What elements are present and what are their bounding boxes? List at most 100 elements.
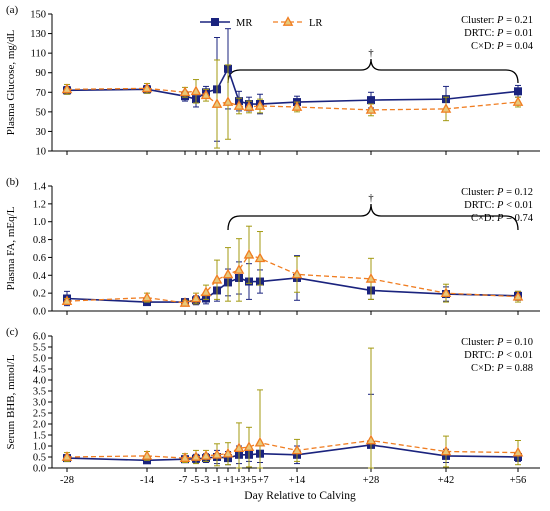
stat-line: Cluster: P = 0.21	[461, 15, 533, 26]
data-point	[291, 268, 303, 279]
data-point	[440, 103, 452, 113]
legend-label: MR	[236, 18, 252, 29]
series-MR	[63, 28, 522, 142]
panel-b: 0.0 0.2 0.4 0.6 0.8 1.0 1.2 1.4 Plasma FA, mEq/L…	[5, 176, 540, 318]
x-tick-label: +42	[438, 475, 454, 486]
y-tick-label: 10	[36, 147, 47, 158]
data-point	[365, 104, 377, 114]
x-tick-label: +14	[289, 475, 306, 486]
data-point	[243, 441, 255, 451]
stat-line: DRTC: P = 0.01	[464, 28, 533, 39]
legend-marker	[211, 18, 219, 26]
data-point	[141, 82, 153, 93]
data-point	[179, 452, 191, 462]
stat-line: C×D: P = 0.88	[471, 363, 533, 374]
legend-label: LR	[309, 18, 322, 29]
y-tick-label: 0.2	[33, 289, 46, 300]
series-line	[66, 66, 519, 105]
dagger-symbol: †	[368, 193, 373, 204]
x-tick-label: -7	[179, 475, 188, 486]
y-tick-label: 4.5	[33, 365, 46, 376]
data-point	[440, 287, 452, 297]
data-point	[233, 100, 245, 110]
y-axis-label: Plasma FA, mEq/L	[5, 206, 17, 290]
data-point	[141, 450, 153, 460]
y-tick-label: 0.6	[33, 253, 46, 264]
series-line	[66, 444, 519, 462]
y-tick-label: 4.0	[33, 376, 46, 387]
y-tick-label: 1.4	[33, 182, 47, 193]
y-tick-label: 70	[36, 88, 47, 99]
x-tick-label: -3	[201, 475, 210, 486]
series-LR	[61, 347, 524, 469]
data-point	[243, 248, 255, 259]
data-point	[61, 83, 73, 94]
x-tick-label: +3	[234, 475, 245, 486]
data-point	[254, 436, 266, 447]
data-point	[61, 295, 73, 306]
x-tick-label: +28	[363, 475, 379, 486]
y-tick-label: 2.0	[33, 420, 46, 431]
data-point	[211, 98, 223, 108]
dagger-symbol: †	[368, 48, 373, 59]
stat-line: DRTC: P < 0.01	[464, 350, 533, 361]
significance-brace	[227, 58, 519, 84]
y-axis-label: Plasma Glucose, mg/dL	[5, 30, 17, 136]
stat-line: Cluster: P = 0.10	[461, 337, 533, 348]
data-point	[141, 291, 153, 302]
data-point	[254, 252, 266, 263]
data-point	[222, 447, 234, 458]
y-tick-label: 0.0	[33, 307, 46, 318]
data-point	[222, 96, 234, 106]
data-point	[190, 451, 202, 461]
y-tick-label: 1.2	[33, 199, 46, 210]
x-tick-label: +5	[245, 475, 256, 486]
legend-marker	[282, 16, 294, 26]
data-point	[512, 96, 524, 106]
panel-label: (c)	[6, 326, 19, 338]
data-point	[190, 85, 202, 96]
legend: MR LR	[200, 16, 322, 29]
x-tick-label: -5	[191, 475, 200, 486]
data-point	[211, 448, 223, 459]
significance-brace	[227, 203, 519, 231]
data-point	[365, 434, 377, 445]
panel-a: 10 30 50 70 90 110 130 150 Plasma Glucose, mg/dL…	[5, 4, 540, 158]
data-point	[291, 101, 303, 111]
panel-label: (b)	[6, 176, 19, 188]
x-tick-label: -28	[60, 475, 74, 486]
y-tick-label: 0.5	[33, 453, 46, 464]
y-tick-label: 150	[30, 10, 46, 21]
data-point	[514, 87, 522, 96]
y-tick-label: 3.0	[33, 398, 46, 409]
data-point	[291, 444, 303, 455]
data-point	[179, 297, 191, 307]
data-point	[367, 96, 375, 105]
data-point	[179, 86, 191, 97]
x-tick-label: -1	[213, 475, 222, 486]
x-tick-label: -14	[140, 475, 155, 486]
stat-line: Cluster: P = 0.12	[461, 187, 533, 198]
data-point	[233, 442, 245, 453]
y-tick-label: 110	[31, 49, 46, 60]
y-tick-label: 130	[30, 29, 46, 40]
data-point	[211, 273, 223, 284]
panel-c: 0.00.51.01.52.02.53.03.54.04.55.05.56.0 -…	[5, 326, 540, 486]
data-point	[200, 286, 212, 297]
x-tick-label: +1	[223, 475, 234, 486]
x-tick-label: +7	[257, 475, 268, 486]
y-tick-label: 50	[36, 107, 47, 118]
data-point	[243, 101, 255, 111]
data-point	[190, 292, 202, 303]
y-tick-label: 0.0	[33, 464, 46, 475]
y-tick-label: 6.0	[33, 332, 46, 343]
data-point	[200, 89, 212, 100]
y-tick-label: 1.0	[33, 442, 46, 453]
data-point	[200, 450, 212, 460]
y-tick-label: 90	[36, 68, 47, 79]
series-LR	[61, 59, 524, 149]
data-point	[61, 451, 73, 461]
y-tick-label: 0.4	[33, 271, 47, 282]
